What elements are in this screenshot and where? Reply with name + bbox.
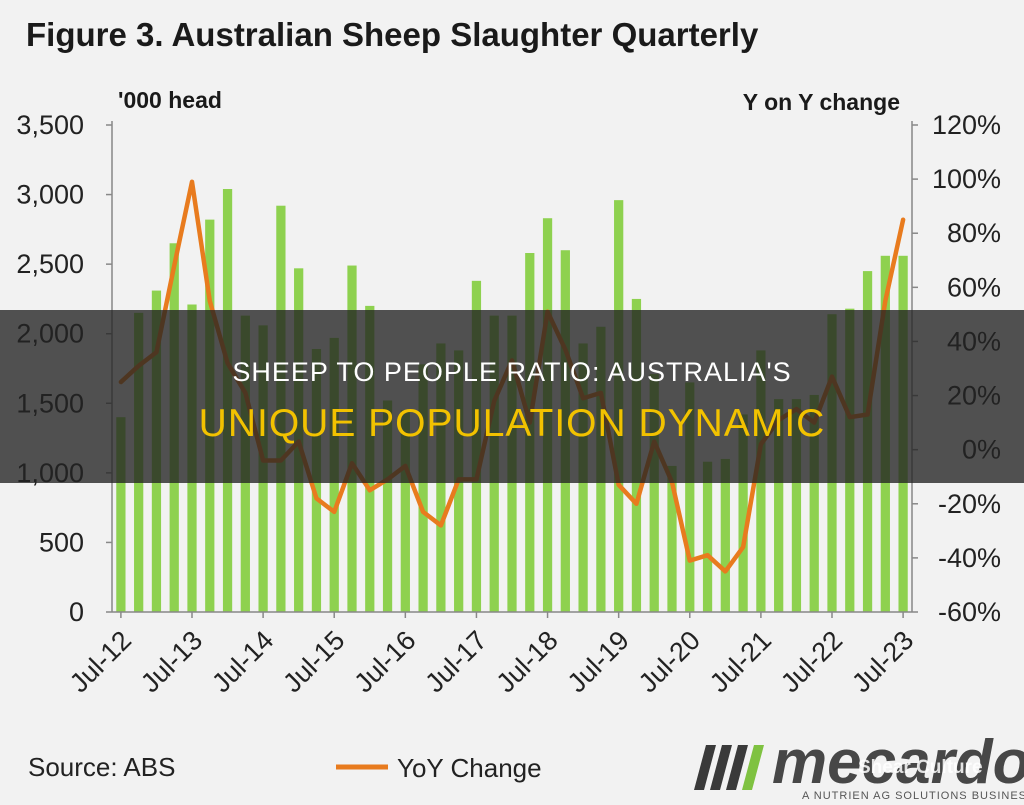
right-tick-label: -20% <box>938 489 1001 519</box>
left-tick-label: 3,500 <box>16 110 84 140</box>
left-tick-label: 500 <box>39 527 84 557</box>
x-tick-label: Jul-16 <box>348 625 421 698</box>
legend-label: YoY Change <box>397 753 542 783</box>
bar <box>116 417 126 612</box>
right-tick-label: -60% <box>938 597 1001 627</box>
watermark-text: Shear Culture <box>858 757 983 778</box>
title-overlay-banner <box>0 310 1024 483</box>
x-tick-label: Jul-13 <box>135 625 208 698</box>
banner-headline-line2: UNIQUE POPULATION DYNAMIC <box>198 402 826 445</box>
x-tick-label: Jul-21 <box>704 625 777 698</box>
bar <box>649 374 659 612</box>
x-tick-label: Jul-14 <box>206 625 279 698</box>
logo-wordmark: mecardo <box>772 728 1024 797</box>
right-tick-label: 100% <box>932 164 1001 194</box>
x-tick-label: Jul-22 <box>775 625 848 698</box>
logo-mark-icon <box>694 745 764 790</box>
left-tick-label: 3,000 <box>16 180 84 210</box>
bar <box>702 461 713 612</box>
logo-tagline: A NUTRIEN AG SOLUTIONS BUSINESS <box>802 790 1024 802</box>
x-tick-label: Jul-19 <box>562 625 635 698</box>
legend: YoY Change <box>336 753 542 783</box>
x-tick-label: Jul-23 <box>846 625 919 698</box>
bar <box>667 465 677 612</box>
mecardo-logo: mecardo A NUTRIEN AG SOLUTIONS BUSINESS … <box>694 728 1024 802</box>
left-tick-label: 2,500 <box>16 249 84 279</box>
right-axis-unit-label: Y on Y change <box>743 89 900 115</box>
chart-title: Figure 3. Australian Sheep Slaughter Qua… <box>26 16 759 53</box>
right-tick-label: 120% <box>932 110 1001 140</box>
right-tick-label: -40% <box>938 543 1001 573</box>
bar <box>400 410 410 612</box>
bar <box>809 394 819 612</box>
bar <box>382 400 393 612</box>
bar <box>791 399 802 612</box>
bar <box>774 399 784 612</box>
right-tick-label: 80% <box>947 218 1001 248</box>
left-tick-label: 0 <box>69 597 84 627</box>
source-note: Source: ABS <box>28 752 175 782</box>
x-tick-label: Jul-15 <box>277 625 350 698</box>
right-tick-label: 60% <box>947 272 1001 302</box>
bar <box>738 414 748 612</box>
bar <box>720 458 730 612</box>
x-tick-label: Jul-12 <box>64 625 137 698</box>
banner-headline-line1: SHEEP TO PEOPLE RATIO: AUSTRALIA'S <box>232 357 792 387</box>
x-tick-label: Jul-18 <box>491 625 564 698</box>
bar <box>418 364 428 612</box>
x-tick-label: Jul-17 <box>419 625 492 698</box>
x-tick-label: Jul-20 <box>633 625 706 698</box>
bar <box>685 382 695 612</box>
left-axis-unit-label: '000 head <box>118 87 222 113</box>
